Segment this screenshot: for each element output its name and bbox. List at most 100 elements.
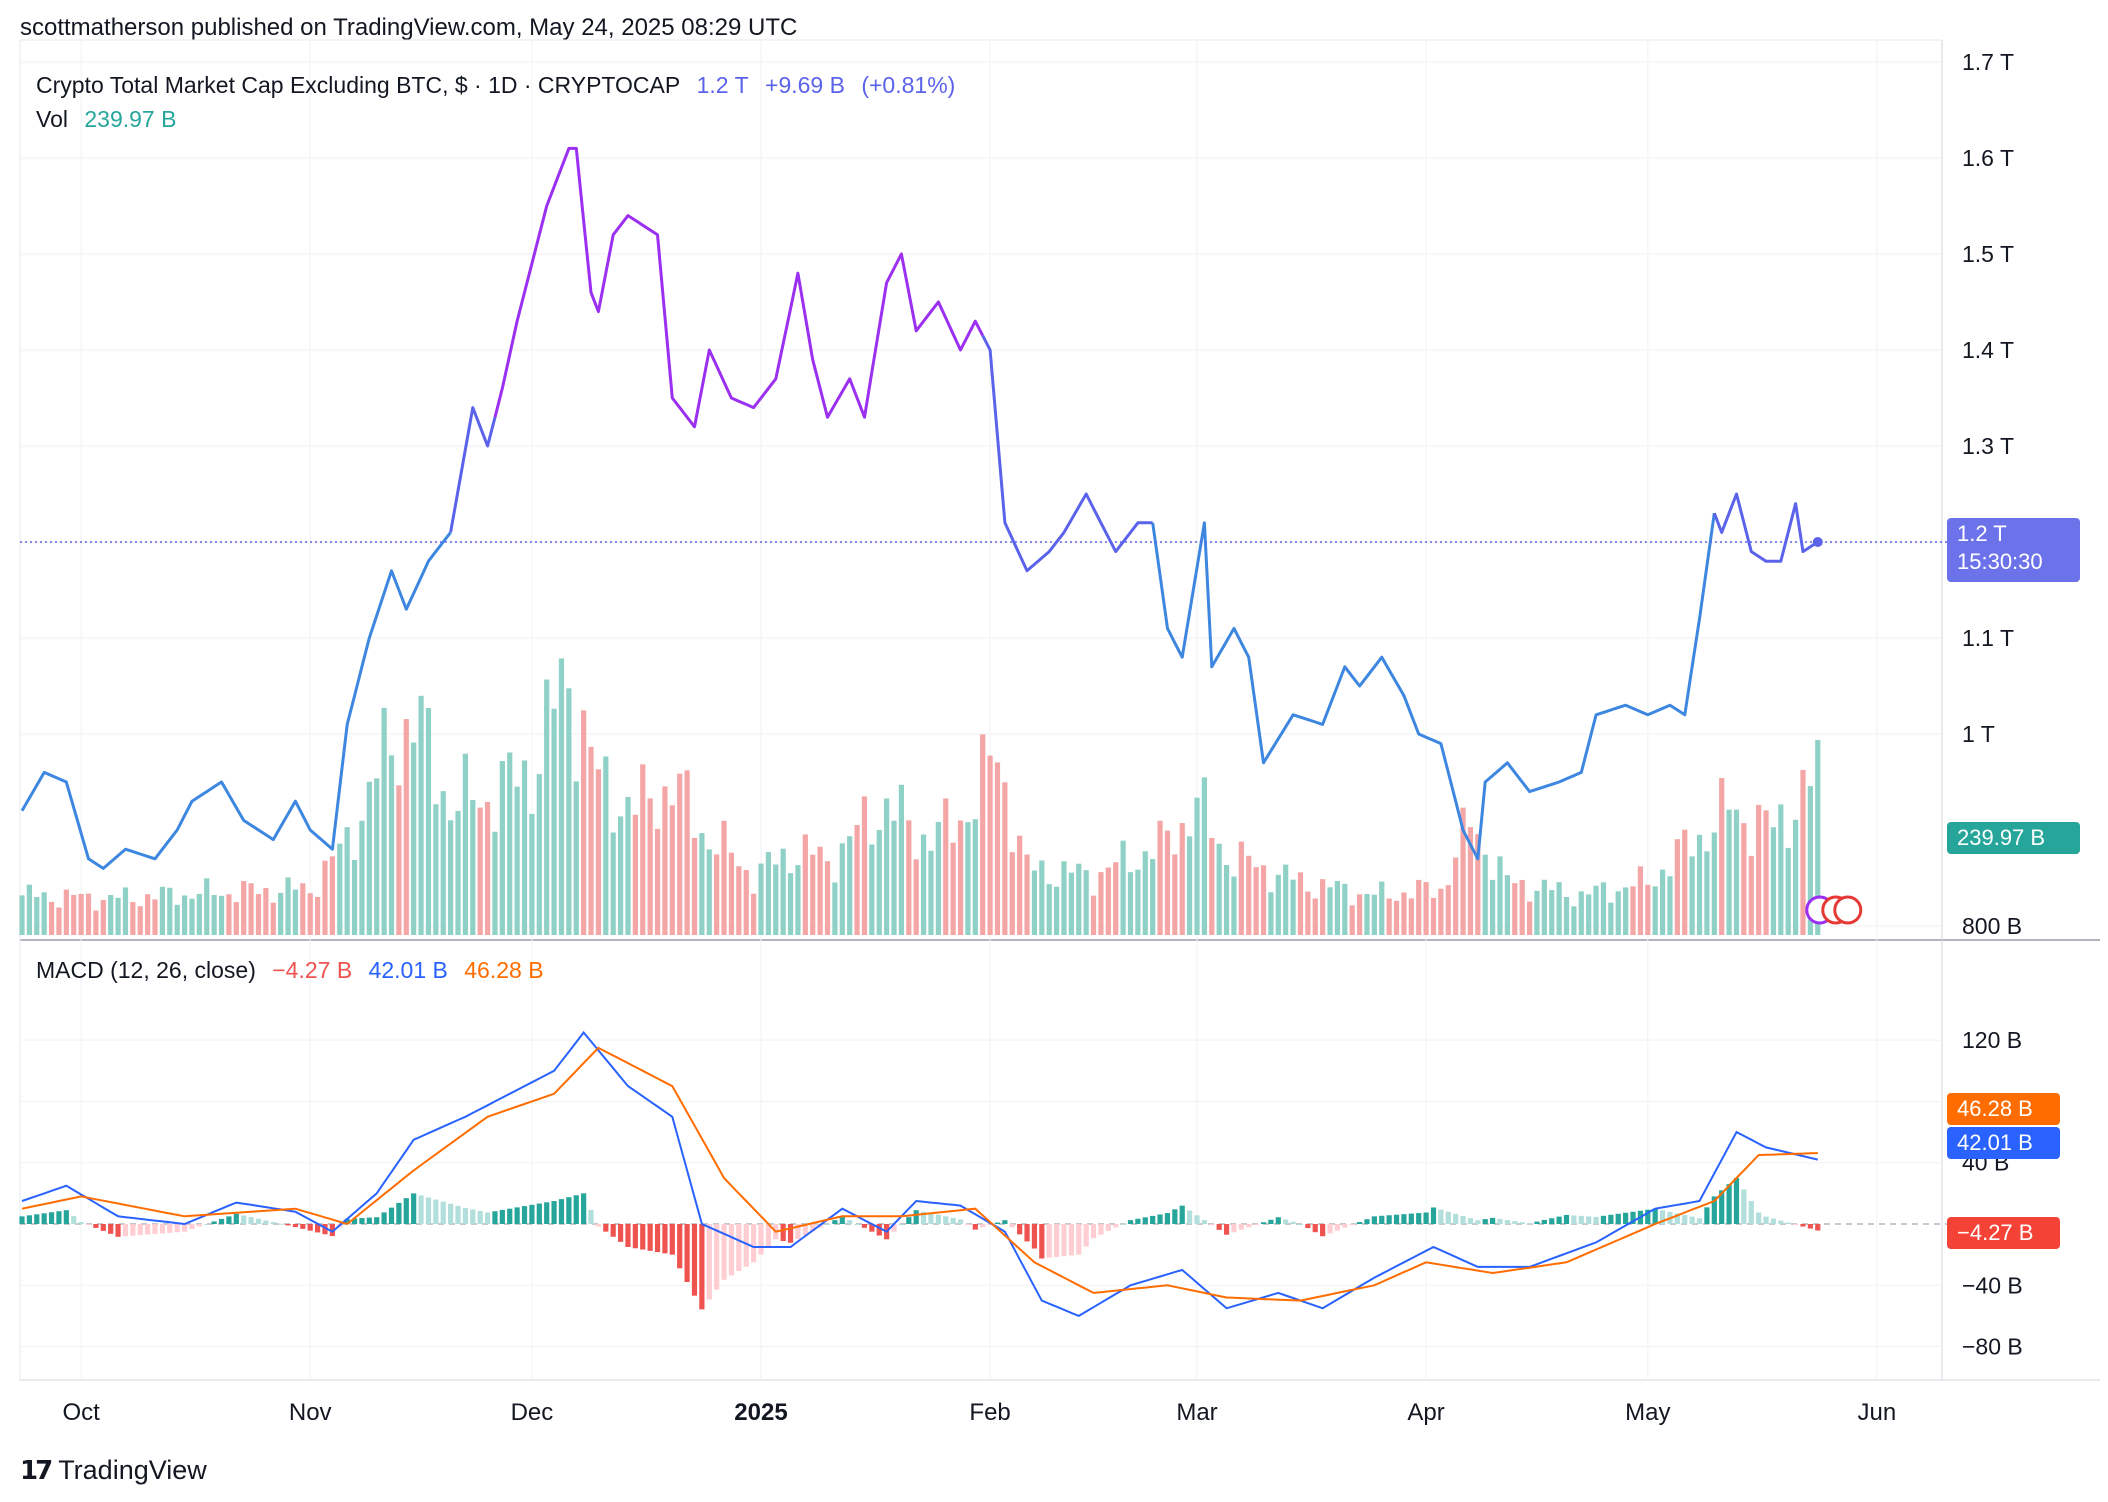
volume-bar bbox=[108, 895, 114, 935]
macd-hist-bar bbox=[529, 1204, 535, 1224]
volume-bars bbox=[19, 658, 1821, 935]
macd-hist-bar bbox=[1172, 1209, 1178, 1224]
macd-hist-bar bbox=[1785, 1222, 1791, 1224]
volume-bar bbox=[625, 796, 631, 935]
macd-hist-bar bbox=[1142, 1217, 1148, 1224]
volume-bar bbox=[928, 850, 934, 935]
macd-hist-bar bbox=[307, 1224, 313, 1231]
macd-hist-bar bbox=[824, 1223, 831, 1225]
tradingview-logo[interactable]: 17 TradingView bbox=[20, 1455, 207, 1486]
macd-tick-label: 120 B bbox=[1962, 1027, 2022, 1053]
x-tick-label: Feb bbox=[969, 1399, 1010, 1426]
macd-hist-bar bbox=[869, 1224, 875, 1232]
volume-bar bbox=[884, 798, 890, 935]
macd-hist-bar bbox=[1320, 1224, 1326, 1237]
volume-bar bbox=[1667, 876, 1673, 935]
macd-hist-bar bbox=[1127, 1220, 1134, 1224]
tradingview-logo-icon: 17 bbox=[20, 1455, 53, 1486]
volume-bar bbox=[85, 893, 92, 935]
volume-bar bbox=[1800, 769, 1806, 935]
volume-bar bbox=[122, 887, 129, 935]
macd-hist-bar bbox=[1815, 1224, 1821, 1231]
volume-bar bbox=[529, 813, 535, 935]
x-tick-label: May bbox=[1625, 1399, 1670, 1426]
x-tick-label: Jun bbox=[1858, 1399, 1897, 1426]
volume-bar bbox=[1615, 891, 1621, 935]
x-tick-label: Nov bbox=[289, 1399, 332, 1426]
macd-histogram bbox=[19, 1178, 1821, 1310]
macd-line-value: 42.01 B bbox=[368, 957, 448, 983]
volume-bar bbox=[1076, 863, 1082, 935]
volume-bar bbox=[920, 834, 927, 935]
macd-hist-bar bbox=[1482, 1219, 1488, 1224]
macd-hist-bar bbox=[1120, 1223, 1126, 1225]
macd-hist-bar bbox=[425, 1197, 432, 1224]
macd-hist-bar bbox=[1076, 1224, 1082, 1255]
volume-bar bbox=[366, 781, 372, 935]
volume-bar bbox=[1571, 906, 1577, 935]
volume-bar bbox=[1556, 882, 1562, 935]
macd-hist-bar bbox=[1571, 1215, 1577, 1224]
volume-bar bbox=[48, 901, 55, 935]
macd-hist-bar bbox=[1430, 1207, 1437, 1224]
macd-hist-bar bbox=[1534, 1221, 1540, 1224]
hist-tag: −4.27 B bbox=[1947, 1217, 2060, 1249]
macd-hist-bar bbox=[108, 1224, 114, 1234]
macd-hist-bar bbox=[329, 1224, 335, 1237]
volume-bar bbox=[1024, 854, 1030, 935]
volume-bar bbox=[780, 848, 786, 935]
macd-hist-bar bbox=[1401, 1214, 1407, 1224]
volume-bar bbox=[558, 658, 565, 935]
y-tick-label: 800 B bbox=[1962, 913, 2022, 939]
volume-bar bbox=[1756, 804, 1762, 935]
macd-hist-bar bbox=[1009, 1224, 1015, 1228]
macd-hist-bar bbox=[610, 1224, 616, 1237]
macd-hist-bar bbox=[950, 1217, 956, 1224]
volume-bar bbox=[1689, 856, 1695, 935]
volume-bar bbox=[470, 800, 476, 935]
volume-bar bbox=[71, 894, 77, 935]
macd-hist-bar bbox=[1194, 1215, 1200, 1224]
macd-hist-bar bbox=[810, 1224, 816, 1232]
volume-bar bbox=[913, 859, 919, 935]
macd-hist-bar bbox=[41, 1213, 47, 1224]
volume-bar bbox=[1142, 851, 1148, 935]
macd-hist-bar bbox=[1297, 1224, 1304, 1225]
volume-bar bbox=[1054, 886, 1060, 935]
macd-hist-bar bbox=[1312, 1224, 1318, 1233]
macd-hist-bar bbox=[1002, 1220, 1008, 1224]
volume-bar bbox=[1349, 905, 1355, 935]
volume-bar bbox=[1770, 827, 1777, 935]
macd-hist-bar bbox=[1098, 1224, 1104, 1235]
volume-bar bbox=[344, 827, 350, 935]
volume-bar bbox=[1364, 893, 1370, 935]
macd-hist-bar bbox=[1017, 1224, 1023, 1235]
macd-hist-bar bbox=[492, 1211, 498, 1224]
volume-bar bbox=[1593, 885, 1599, 935]
volume-bar bbox=[63, 889, 69, 935]
macd-hist-bar bbox=[913, 1210, 919, 1224]
us-flag-icon bbox=[1833, 895, 1863, 925]
macd-hist-bar bbox=[359, 1218, 365, 1224]
macd-hist-bar bbox=[1497, 1218, 1503, 1224]
macd-hist-bar bbox=[1364, 1219, 1370, 1224]
volume-bar bbox=[765, 852, 771, 935]
macd-hist-bar bbox=[196, 1224, 202, 1227]
macd-hist-bar bbox=[285, 1224, 291, 1226]
volume-bar bbox=[1356, 894, 1363, 935]
volume-bar bbox=[1305, 891, 1311, 935]
volume-bar bbox=[93, 910, 99, 935]
macd-hist-bar bbox=[898, 1224, 905, 1225]
macd-hist-bar bbox=[765, 1224, 771, 1247]
volume-bar bbox=[987, 755, 993, 935]
macd-hist-bar bbox=[315, 1224, 321, 1233]
volume-bar bbox=[34, 897, 40, 935]
volume-bar bbox=[1534, 890, 1540, 935]
volume-bar bbox=[1068, 872, 1074, 935]
volume-bar bbox=[935, 821, 941, 935]
volume-bar bbox=[832, 882, 838, 935]
volume-bar bbox=[1135, 869, 1141, 935]
macd-hist-bar bbox=[965, 1224, 971, 1225]
y-tick-label: 1.5 T bbox=[1962, 241, 2014, 267]
volume-bar bbox=[536, 774, 542, 935]
